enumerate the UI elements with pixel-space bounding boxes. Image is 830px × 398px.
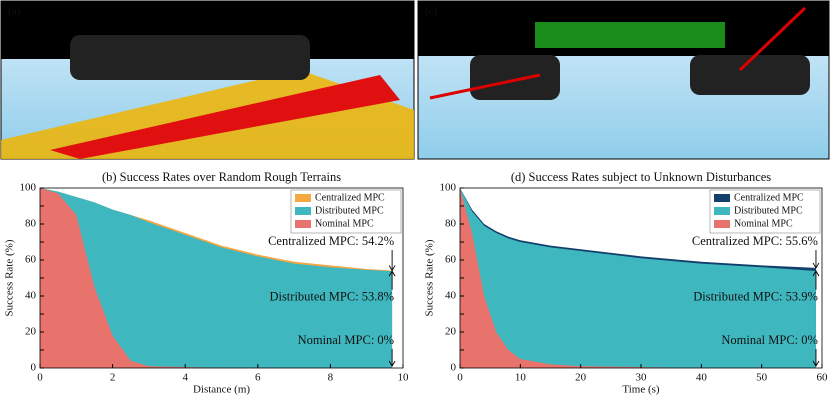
area [460, 188, 816, 368]
render-c: (c) [417, 0, 830, 160]
x-tick-label: 0 [37, 372, 43, 384]
x-tick-label: 40 [696, 372, 708, 384]
annotation: Distributed MPC: 53.8% [269, 290, 394, 304]
x-tick-label: 6 [255, 372, 261, 384]
legend-label: Nominal MPC [315, 218, 374, 229]
y-tick-label: 0 [451, 362, 457, 374]
legend-label: Distributed MPC [734, 205, 803, 216]
legend-label: Centralized MPC [734, 192, 804, 203]
y-tick-label: 60 [25, 254, 37, 266]
y-tick-label: 100 [440, 182, 457, 194]
y-tick-label: 40 [25, 290, 37, 302]
x-axis-label: Distance (m) [193, 384, 250, 396]
legend-label: Distributed MPC [315, 205, 384, 216]
x-axis-label: Time (s) [622, 384, 660, 396]
x-tick-label: 0 [457, 372, 463, 384]
y-axis-label: Success Rate (%) [4, 239, 16, 316]
legend-swatch [714, 207, 730, 215]
y-tick-label: 100 [20, 182, 37, 194]
legend-swatch [714, 220, 730, 228]
arrow-head [812, 262, 820, 269]
arrow-head [388, 360, 396, 367]
area [460, 188, 816, 368]
legend-swatch [295, 220, 311, 228]
panel-label: (c) [425, 6, 438, 18]
legend-label: Centralized MPC [315, 192, 385, 203]
panel-label: (a) [8, 6, 21, 18]
x-tick-label: 10 [515, 372, 527, 384]
y-tick-label: 60 [445, 254, 457, 266]
annotation: Distributed MPC: 53.9% [693, 290, 818, 304]
annotation: Centralized MPC: 55.6% [692, 234, 818, 248]
y-tick-label: 0 [31, 362, 37, 374]
arrow-head [812, 270, 820, 277]
render-a: (a) [0, 0, 415, 160]
chart-title: (b) Success Rates over Random Rough Terr… [102, 170, 341, 184]
x-tick-label: 30 [636, 372, 648, 384]
y-axis-label: Success Rate (%) [424, 239, 436, 316]
x-tick-label: 50 [756, 372, 768, 384]
x-tick-label: 10 [398, 372, 410, 384]
y-tick-label: 40 [445, 290, 457, 302]
area [40, 188, 393, 368]
x-tick-label: 20 [575, 372, 587, 384]
chart-title: (d) Success Rates subject to Unknown Dis… [511, 170, 771, 184]
y-tick-label: 20 [445, 326, 457, 338]
y-tick-label: 20 [25, 326, 37, 338]
x-tick-label: 8 [328, 372, 334, 384]
y-tick-label: 80 [445, 218, 457, 230]
y-tick-label: 80 [25, 218, 37, 230]
annotation: Centralized MPC: 54.2% [268, 234, 394, 248]
x-tick-label: 60 [817, 372, 829, 384]
legend-swatch [295, 194, 311, 202]
x-tick-label: 2 [110, 372, 116, 384]
area [40, 188, 393, 368]
annotation: Nominal MPC: 0% [298, 333, 395, 347]
arrow-head [812, 360, 820, 367]
arrow-head [388, 270, 396, 277]
legend-label: Nominal MPC [734, 218, 793, 229]
legend-swatch [295, 207, 311, 215]
legend-swatch [714, 194, 730, 202]
annotation: Nominal MPC: 0% [721, 333, 818, 347]
x-tick-label: 4 [182, 372, 188, 384]
